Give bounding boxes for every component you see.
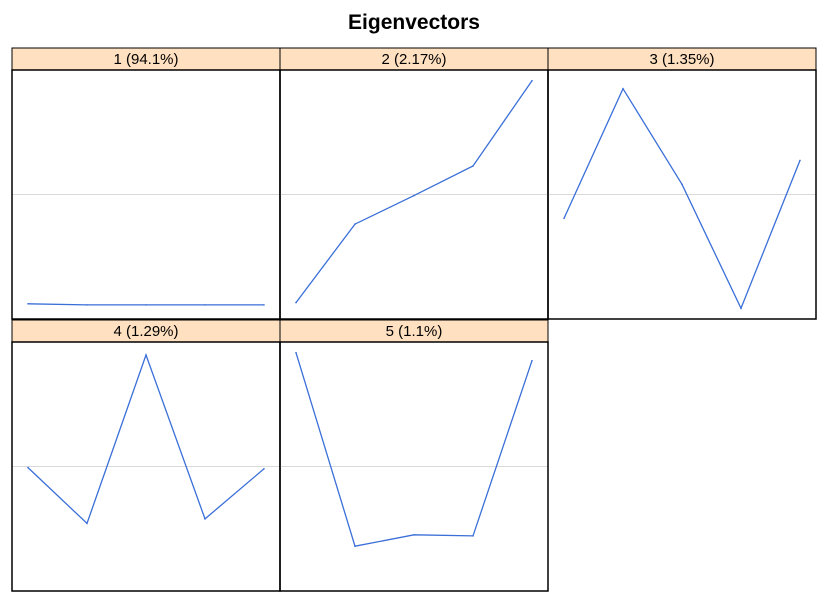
data-point	[27, 303, 29, 305]
data-point	[681, 183, 683, 186]
panel-label: 1 (94.1%)	[113, 51, 178, 68]
panel-1: 1 (94.1%)	[11, 47, 281, 320]
data-point	[204, 518, 206, 520]
data-point	[740, 307, 742, 310]
panel-4: 4 (1.29%)	[11, 319, 281, 592]
data-point	[263, 468, 265, 470]
data-point	[354, 223, 356, 225]
eigenvector-line	[295, 352, 533, 547]
chart-title: Eigenvectors	[348, 11, 480, 34]
data-point	[531, 79, 533, 82]
data-point	[472, 535, 474, 537]
panel-label: 4 (1.29%)	[113, 323, 178, 340]
data-point	[145, 304, 147, 306]
data-point	[263, 304, 265, 306]
panel-frame	[547, 69, 817, 320]
data-point	[413, 194, 415, 197]
data-point	[204, 304, 206, 306]
panel-2: 2 (2.17%)	[279, 47, 549, 320]
panel-3: 3 (1.35%)	[547, 47, 817, 320]
data-point	[86, 304, 88, 306]
data-point	[295, 351, 297, 354]
data-point	[472, 165, 474, 167]
data-point	[563, 217, 565, 220]
data-point	[622, 87, 624, 90]
panel-frame	[279, 341, 549, 592]
data-point	[27, 466, 29, 469]
panel-label: 5 (1.1%)	[386, 323, 443, 340]
eigenvector-line	[27, 353, 265, 525]
panel-label: 2 (2.17%)	[381, 51, 446, 68]
panel-5: 5 (1.1%)	[279, 319, 549, 592]
data-point	[86, 522, 88, 525]
data-point	[145, 354, 147, 356]
panel-label: 3 (1.35%)	[649, 51, 714, 68]
data-point	[413, 534, 415, 536]
data-point	[295, 301, 297, 304]
panel-grid: 1 (94.1%) 2 (2.17%) 3 (1.35%) 4 (1.29%) 5 (1…	[11, 47, 817, 592]
eigenvector-line	[563, 87, 801, 310]
data-point	[799, 159, 801, 162]
eigenvector-line	[295, 80, 533, 303]
data-point	[354, 545, 356, 547]
data-point	[531, 359, 533, 362]
